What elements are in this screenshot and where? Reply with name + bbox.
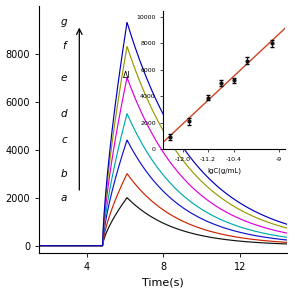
Text: g: g	[61, 17, 67, 27]
Text: a: a	[61, 193, 67, 203]
Text: e: e	[61, 73, 67, 83]
Text: b: b	[61, 169, 67, 179]
Text: c: c	[61, 135, 67, 145]
Text: f: f	[62, 41, 66, 51]
X-axis label: Time(s): Time(s)	[142, 277, 184, 287]
Text: d: d	[61, 109, 67, 119]
